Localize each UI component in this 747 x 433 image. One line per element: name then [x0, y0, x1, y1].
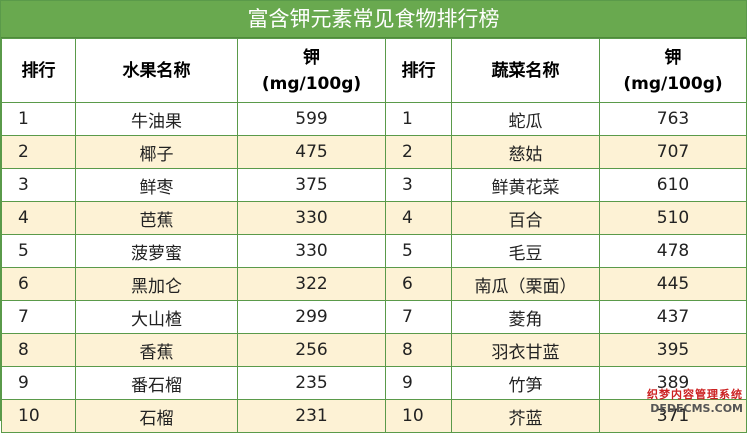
fruit-rank-cell: 10	[1, 399, 76, 433]
fruit-rank-cell: 7	[1, 300, 76, 334]
fruit-name-cell: 芭蕉	[75, 201, 238, 235]
fruit-potassium-cell: 256	[237, 333, 386, 367]
header-fruit-name: 水果名称	[75, 38, 238, 103]
header-row: 排行 水果名称 钾 (mg/100g) 排行 蔬菜名称 钾 (mg/100g)	[1, 38, 747, 103]
header-rank: 排行	[1, 38, 76, 103]
ranking-grid: 排行 水果名称 钾 (mg/100g) 排行 蔬菜名称 钾 (mg/100g) …	[1, 38, 747, 433]
fruit-potassium-cell: 330	[237, 234, 386, 268]
veg-rank-cell: 8	[385, 333, 452, 367]
header-veg-potassium: 钾 (mg/100g)	[599, 38, 747, 103]
veg-name-cell: 鲜黄花菜	[451, 168, 600, 202]
fruit-potassium-cell: 330	[237, 201, 386, 235]
header-veg-potassium-line1: 钾	[664, 47, 682, 68]
veg-rank-cell: 1	[385, 102, 452, 136]
header-veg-potassium-line2: (mg/100g)	[623, 73, 723, 94]
fruit-rank-cell: 8	[1, 333, 76, 367]
table-row: 6 黑加仑 322 6 南瓜（栗面） 445	[1, 267, 747, 301]
fruit-rank-cell: 5	[1, 234, 76, 268]
veg-name-cell: 竹笋	[451, 366, 600, 400]
header-fruit-potassium: 钾 (mg/100g)	[237, 38, 386, 103]
veg-potassium-cell: 445	[599, 267, 747, 301]
table-row: 3 鲜枣 375 3 鲜黄花菜 610	[1, 168, 747, 202]
header-veg-name: 蔬菜名称	[451, 38, 600, 103]
veg-rank-cell: 3	[385, 168, 452, 202]
veg-rank-cell: 4	[385, 201, 452, 235]
table-row: 9 番石榴 235 9 竹笋 389	[1, 366, 747, 400]
table-row: 10 石榴 231 10 芥蓝 371	[1, 399, 747, 433]
veg-name-cell: 羽衣甘蓝	[451, 333, 600, 367]
fruit-name-cell: 鲜枣	[75, 168, 238, 202]
fruit-potassium-cell: 299	[237, 300, 386, 334]
veg-potassium-cell: 395	[599, 333, 747, 367]
table-row: 2 椰子 475 2 慈姑 707	[1, 135, 747, 169]
fruit-name-cell: 牛油果	[75, 102, 238, 136]
fruit-rank-cell: 4	[1, 201, 76, 235]
table-row: 7 大山楂 299 7 菱角 437	[1, 300, 747, 334]
veg-name-cell: 慈姑	[451, 135, 600, 169]
veg-rank-cell: 6	[385, 267, 452, 301]
fruit-rank-cell: 6	[1, 267, 76, 301]
veg-potassium-cell: 610	[599, 168, 747, 202]
fruit-rank-cell: 9	[1, 366, 76, 400]
veg-name-cell: 百合	[451, 201, 600, 235]
veg-name-cell: 毛豆	[451, 234, 600, 268]
fruit-potassium-cell: 375	[237, 168, 386, 202]
fruit-name-cell: 石榴	[75, 399, 238, 433]
fruit-name-cell: 菠萝蜜	[75, 234, 238, 268]
watermark-line1: 织梦内容管理系统	[647, 388, 743, 401]
fruit-rank-cell: 2	[1, 135, 76, 169]
fruit-rank-cell: 1	[1, 102, 76, 136]
veg-potassium-cell: 707	[599, 135, 747, 169]
veg-name-cell: 蛇瓜	[451, 102, 600, 136]
fruit-name-cell: 黑加仑	[75, 267, 238, 301]
table-title: 富含钾元素常见食物排行榜	[1, 1, 746, 38]
header-rank-2: 排行	[385, 38, 452, 103]
table-row: 5 菠萝蜜 330 5 毛豆 478	[1, 234, 747, 268]
table-row: 8 香蕉 256 8 羽衣甘蓝 395	[1, 333, 747, 367]
veg-potassium-cell: 389	[599, 366, 747, 400]
watermark: 织梦内容管理系统 DEDECMS.COM	[647, 388, 743, 416]
table-row: 4 芭蕉 330 4 百合 510	[1, 201, 747, 235]
fruit-name-cell: 香蕉	[75, 333, 238, 367]
fruit-potassium-cell: 599	[237, 102, 386, 136]
veg-potassium-cell: 763	[599, 102, 747, 136]
veg-rank-cell: 9	[385, 366, 452, 400]
header-fruit-potassium-line2: (mg/100g)	[261, 73, 362, 94]
veg-rank-cell: 5	[385, 234, 452, 268]
fruit-potassium-cell: 322	[237, 267, 386, 301]
veg-potassium-cell: 437	[599, 300, 747, 334]
header-fruit-potassium-line1: 钾	[303, 47, 320, 68]
watermark-line2: DEDECMS.COM	[650, 402, 743, 415]
veg-name-cell: 菱角	[451, 300, 600, 334]
veg-potassium-cell: 478	[599, 234, 747, 268]
veg-rank-cell: 2	[385, 135, 452, 169]
fruit-name-cell: 椰子	[75, 135, 238, 169]
fruit-rank-cell: 3	[1, 168, 76, 202]
fruit-potassium-cell: 235	[237, 366, 386, 400]
fruit-potassium-cell: 475	[237, 135, 386, 169]
fruit-potassium-cell: 231	[237, 399, 386, 433]
fruit-name-cell: 大山楂	[75, 300, 238, 334]
veg-name-cell: 芥蓝	[451, 399, 600, 433]
fruit-name-cell: 番石榴	[75, 366, 238, 400]
table-row: 1 牛油果 599 1 蛇瓜 763	[1, 102, 747, 136]
veg-name-cell: 南瓜（栗面）	[451, 267, 600, 301]
veg-potassium-cell: 510	[599, 201, 747, 235]
veg-rank-cell: 10	[385, 399, 452, 433]
veg-rank-cell: 7	[385, 300, 452, 334]
